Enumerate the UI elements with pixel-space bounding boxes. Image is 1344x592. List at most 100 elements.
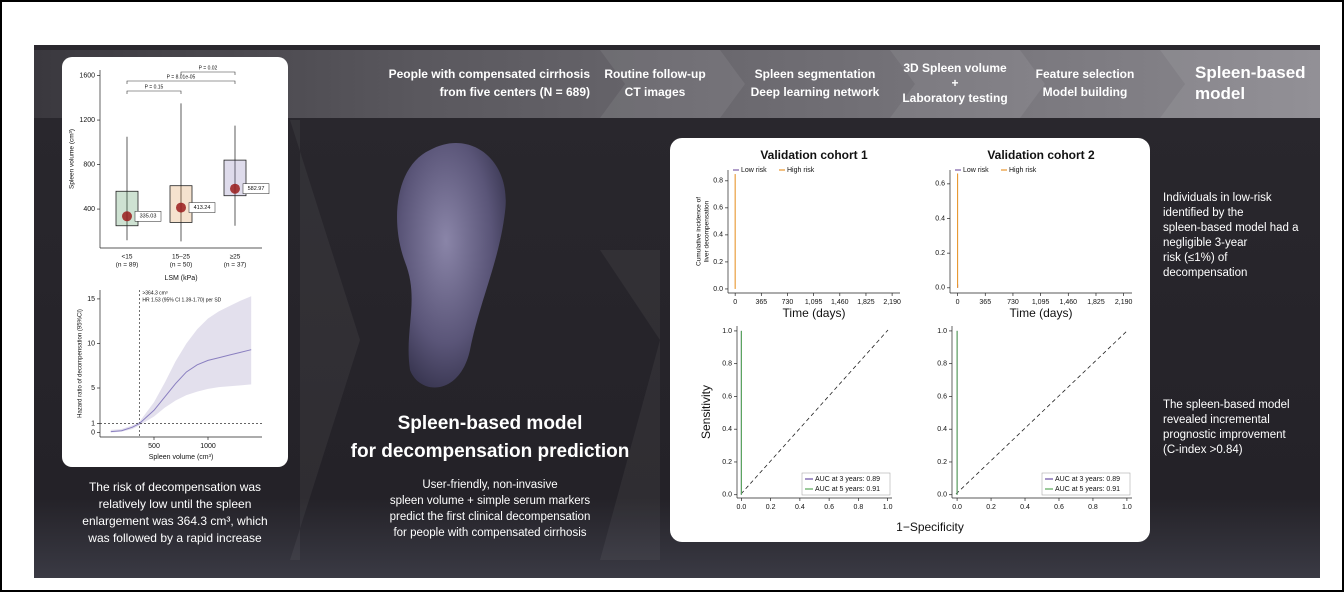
y-tick-label: 0: [91, 429, 95, 436]
y-tick-label: 0.8: [713, 178, 723, 185]
x-tick-label: 0.2: [766, 504, 776, 511]
center-description: User-friendly, non-invasive: [422, 479, 557, 491]
x-tick-label: 1,095: [805, 299, 823, 306]
x-tick-label: 0.0: [737, 504, 747, 511]
group-label: (n = 50): [170, 262, 193, 269]
note: identified by the: [1163, 207, 1244, 219]
y-tick-label: 400: [83, 206, 95, 213]
x-tick-label: 1,460: [1060, 299, 1078, 306]
caption: was followed by a rapid increase: [87, 531, 262, 545]
x-tick-label: 500: [148, 443, 160, 450]
y-tick-label: 1600: [79, 72, 95, 79]
banner-step: +: [951, 76, 958, 90]
median-point: [176, 203, 186, 213]
note: negligible 3-year: [1163, 237, 1248, 249]
y-tick-label: 0.4: [713, 232, 723, 239]
banner-step: from five centers (N = 689): [440, 85, 590, 99]
note: (C-index >0.84): [1163, 444, 1243, 456]
caption: relatively low until the spleen: [99, 497, 252, 511]
legend-label: Low risk: [741, 167, 767, 174]
y-tick-label: 0.0: [937, 492, 947, 499]
legend-label: AUC at 3 years: 0.89: [815, 476, 880, 483]
y-tick-label: 1200: [79, 117, 95, 124]
x-tick-label: 1.0: [883, 504, 893, 511]
y-axis-label: Spleen volume (cm³): [69, 129, 76, 189]
median-label: 582.97: [248, 186, 265, 192]
banner-step: People with compensated cirrhosis: [389, 67, 591, 81]
y-tick-label: 5: [91, 385, 95, 392]
graphical-abstract: People with compensated cirrhosis from fi…: [0, 0, 1344, 592]
center-title: for decompensation prediction: [351, 441, 630, 462]
banner-step: Feature selection: [1036, 67, 1135, 81]
x-axis-label: Time (days): [1010, 306, 1073, 320]
center-description: for people with compensated cirrhosis: [393, 527, 586, 539]
x-tick-label: 0.6: [824, 504, 834, 511]
x-tick-label: 2,190: [1115, 299, 1133, 306]
x-axis-label: 1−Specificity: [896, 520, 964, 534]
caption: enlargement was 364.3 cm³, which: [82, 514, 267, 528]
page: People with compensated cirrhosis from fi…: [0, 0, 1344, 592]
legend-label: Low risk: [963, 167, 989, 174]
banner-step: model: [1195, 84, 1245, 103]
group-label: (n = 37): [224, 262, 247, 269]
annotation: >364.3 cm³: [142, 290, 167, 296]
x-tick-label: 1,095: [1032, 299, 1050, 306]
y-tick-label: 0.6: [935, 181, 945, 188]
y-tick-label: 0.8: [937, 361, 947, 368]
x-tick-label: 1,460: [831, 299, 849, 306]
legend-label: High risk: [787, 167, 815, 174]
x-axis-label: LSM (kPa): [164, 275, 197, 282]
note: Individuals in low-risk: [1163, 192, 1272, 204]
comparison-label: P = 0.15: [145, 84, 164, 90]
banner-step: Spleen-based: [1195, 63, 1306, 82]
x-tick-label: 0.8: [854, 504, 864, 511]
note: risk (≤1%) of: [1163, 252, 1228, 264]
y-tick-label: 0.2: [937, 459, 947, 466]
y-tick-label: 10: [87, 340, 95, 347]
y-tick-label: 1.0: [722, 328, 732, 335]
y-tick-label: 0.4: [937, 426, 947, 433]
x-tick-label: 0.6: [1054, 504, 1064, 511]
y-tick-label: 800: [83, 161, 95, 168]
y-axis-label: liver decompensation: [704, 200, 711, 262]
x-tick-label: 730: [1007, 299, 1019, 306]
legend-label: AUC at 3 years: 0.89: [1055, 476, 1120, 483]
note: The spleen-based model: [1163, 399, 1290, 411]
x-tick-label: 1,825: [857, 299, 875, 306]
y-tick-label: 0.6: [937, 393, 947, 400]
x-tick-label: 0: [956, 299, 960, 306]
x-tick-label: 365: [979, 299, 991, 306]
x-axis-label: Time (days): [783, 306, 846, 320]
comparison-label: P = 0.02: [199, 65, 218, 71]
y-tick-label: 0.6: [713, 205, 723, 212]
legend-label: High risk: [1009, 167, 1037, 174]
median-point: [230, 184, 240, 194]
comparison-label: P = 8.01e-05: [167, 74, 196, 80]
x-tick-label: 0.8: [1088, 504, 1098, 511]
x-tick-label: 0.4: [795, 504, 805, 511]
banner-step: Deep learning network: [751, 85, 880, 99]
y-axis-label: Cumulative incidence of: [696, 197, 703, 266]
x-tick-label: 1000: [200, 443, 216, 450]
note: prognostic improvement: [1163, 429, 1287, 441]
banner-step: 3D Spleen volume: [903, 61, 1007, 75]
legend-label: AUC at 5 years: 0.91: [1055, 486, 1120, 493]
chart-title: Validation cohort 2: [987, 148, 1095, 162]
group-label: 15–25: [172, 254, 190, 261]
y-tick-label: 0.2: [713, 259, 723, 266]
banner-step: Laboratory testing: [902, 91, 1007, 105]
center-description: predict the first clinical decompensatio…: [390, 511, 591, 523]
x-tick-label: 1.0: [1122, 504, 1132, 511]
chart-title: Validation cohort 1: [760, 148, 868, 162]
median-label: 335.03: [140, 214, 157, 220]
group-label: ≥25: [230, 254, 241, 261]
y-tick-label: 0.0: [935, 285, 945, 292]
caption: The risk of decompensation was: [89, 480, 261, 494]
center-title: Spleen-based model: [398, 413, 583, 434]
y-tick-label: 0.2: [935, 250, 945, 257]
note: spleen-based model had a: [1163, 222, 1299, 234]
banner-step: Routine follow-up: [604, 67, 705, 81]
group-label: (n = 89): [116, 262, 139, 269]
banner-step: Spleen segmentation: [755, 67, 876, 81]
note: revealed incremental: [1163, 414, 1270, 426]
